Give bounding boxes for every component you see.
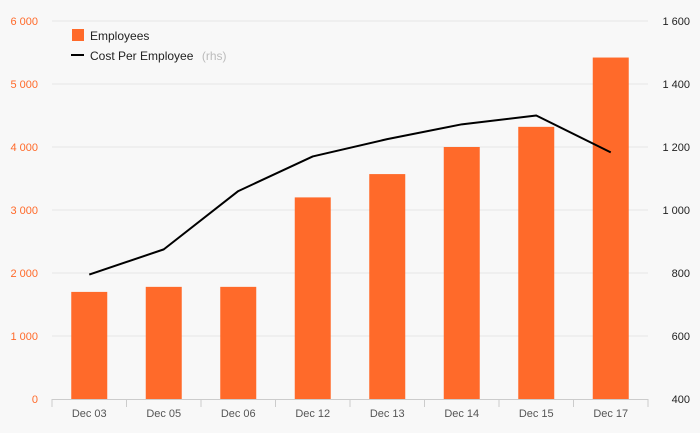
y-right-tick-label: 1 600 [662,16,690,28]
y-left-tick-label: 4 000 [10,142,38,154]
y-right-tick-label: 600 [672,331,690,343]
bar-employees [518,126,555,399]
x-tick-label: Dec 17 [593,408,628,420]
bar-employees [71,291,108,399]
bar-employees [220,286,257,399]
y-left-tick-label: 5 000 [10,79,38,91]
x-tick-label: Dec 15 [519,408,554,420]
legend-label-rhs-suffix: (rhs) [202,49,227,63]
y-right-tick-label: 800 [672,268,690,280]
x-tick-label: Dec 03 [72,408,107,420]
bar-employees [294,197,331,399]
bar-employees [443,147,480,399]
y-right-tick-label: 1 400 [662,79,690,91]
legend-swatch-employees [72,29,84,41]
line-series-cost-per-employee [88,114,612,276]
axes: 0 1 000 2 000 3 000 4 000 5 000 6 000 400 600 800… [10,16,690,420]
bar-employees [592,57,629,399]
x-tick-label: Dec 06 [221,408,256,420]
legend-label-cost-name: Cost Per Employee [90,49,194,63]
legend[interactable]: Employees Cost Per Employee (rhs) [71,29,227,64]
x-tick-label: Dec 12 [295,408,330,420]
x-tick-label: Dec 05 [146,408,181,420]
y-left-tick-label: 6 000 [10,16,38,28]
y-left-tick-label: 1 000 [10,331,38,343]
x-tick-label: Dec 13 [370,408,405,420]
gridlines [52,20,648,337]
y-right-tick-label: 1 200 [662,142,690,154]
y-left-tick-label: 2 000 [10,268,38,280]
legend-label-employees[interactable]: Employees [90,29,149,43]
x-tick-label: Dec 14 [444,408,479,420]
bar-employees [369,174,406,399]
y-right-tick-label: 1 000 [662,205,690,217]
legend-label-cost-per-employee[interactable]: Cost Per Employee (rhs) [90,47,227,64]
y-right-tick-label: 400 [672,394,690,406]
line-cost-per-employee [88,114,612,276]
bar-series-employees [71,57,629,399]
y-left-tick-label: 3 000 [10,205,38,217]
bar-employees [145,286,182,399]
y-left-tick-label: 0 [32,394,38,406]
